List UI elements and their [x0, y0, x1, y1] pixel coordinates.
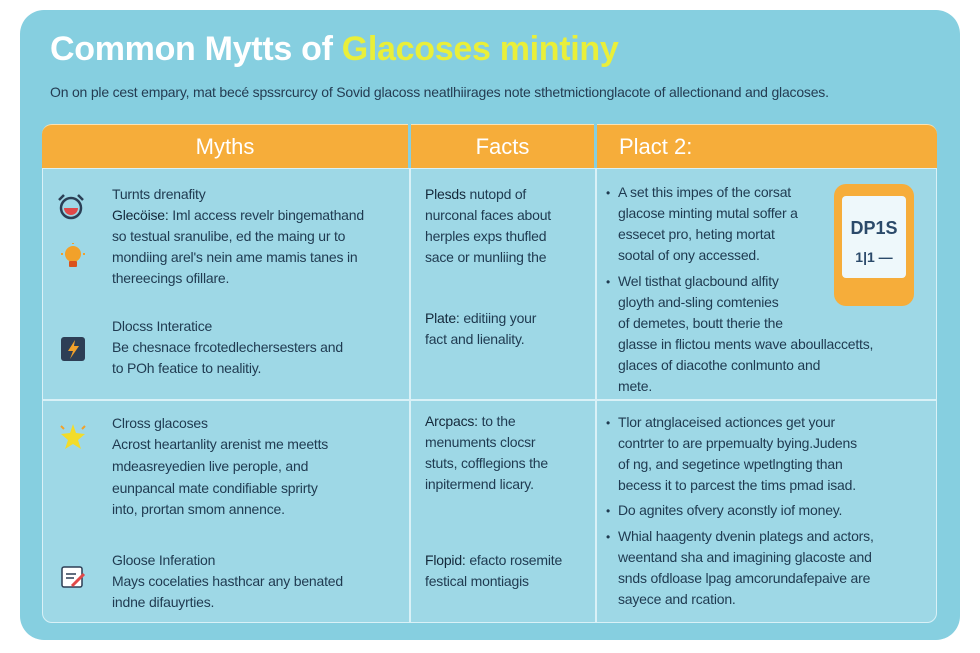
plact3-line4: becess it to parcest the tims pmad isad.: [618, 477, 856, 493]
myth3-line4: into, prortan smom annence.: [112, 501, 285, 517]
plact4-line1: Do agnites ofvery aconstly iof money.: [618, 502, 843, 518]
cell-plact-row2: [596, 400, 937, 623]
myth2-heading: Dlocss Interatice: [112, 318, 213, 334]
lightbulb-icon: [61, 243, 85, 267]
fact4-label: Flopid:: [425, 552, 466, 568]
plact5-line3: snds ofdloase lpag amcorundafepaive are: [618, 570, 871, 586]
plact3-line1: Tlor atnglaceised actionces get your: [618, 414, 835, 430]
page-title: Common Mytts of Glacoses mintiny: [50, 30, 619, 69]
bullet-dot-icon: •: [606, 530, 611, 544]
phone-meter-icon: DP1S 1|1 —: [834, 184, 914, 306]
myth4-line1: Mays cocelaties hasthcar any benated: [112, 573, 343, 589]
cell-facts-row1: [410, 168, 596, 400]
fact1-line2: nurconal faces about: [425, 207, 551, 223]
fact1-line1-text: nutopd of: [469, 186, 527, 202]
fact3-label: Arcpacs:: [425, 413, 478, 429]
plact3-line2: contrter to are prpemualty bying.Judens: [618, 435, 857, 451]
myth3-line2: mdeasreyedien live perople, and: [112, 458, 309, 474]
plact2-line3: of demetes, boutt therie the: [618, 315, 783, 331]
fact3-line4: inpitermend licary.: [425, 476, 534, 492]
myth1-line2: so testual sranulibe, ed the maing ur to: [112, 228, 346, 244]
fact4-line1: Flopid: efacto rosemite: [425, 550, 562, 571]
myth3-heading: Clross glacoses: [112, 415, 208, 431]
myth1-label: Glecöise:: [112, 207, 169, 223]
myth1-heading: Turnts drenafity: [112, 186, 206, 202]
myth4-line2: indne difauyrties.: [112, 594, 215, 610]
plact1-line1: A set this impes of the corsat: [618, 184, 791, 200]
fact3-line1: Arcpacs: to the: [425, 411, 516, 432]
fact2-line2: fact and lienality.: [425, 331, 525, 347]
fact2-line1-text: editiing your: [463, 310, 537, 326]
phone-screen-line2: 1|1 —: [855, 249, 892, 265]
plact3-line3: of ng, and segetince wpetlngting than: [618, 456, 843, 472]
cell-myths-row1: [42, 168, 410, 400]
myth1-line1: Glecöise: Iml access revelr bingemathand: [112, 205, 364, 226]
plact2-line6: mete.: [618, 378, 653, 394]
plact5-line1: Whial haagenty dvenin plategs and actors…: [618, 528, 874, 544]
document-pen-icon: [61, 566, 86, 588]
fact1-line3: herples exps thufled: [425, 228, 547, 244]
header-myths: Myths: [42, 124, 408, 169]
fact3-line1-text: to the: [481, 413, 516, 429]
bullet-dot-icon: •: [606, 504, 611, 518]
alarm-clock-icon: [58, 194, 84, 220]
fact1-line4: sace or munliing the: [425, 249, 547, 265]
myth3-line1: Acrost heartanlity arenist me meetts: [112, 436, 329, 452]
sparkle-bolt-icon: [60, 424, 86, 449]
myth1-line3: mondiing arel's nein ame mamis tanes in: [112, 249, 358, 265]
fact4-line1-text: efacto rosemite: [469, 552, 563, 568]
fact2-line1: Plate: editiing your: [425, 308, 536, 329]
myth2-line1: Be chesnace frcotedlechersesters and: [112, 339, 343, 355]
phone-screen-line1: DP1S: [850, 218, 897, 238]
title-part1: Common Mytts of: [50, 30, 342, 68]
bullet-dot-icon: •: [606, 275, 611, 289]
plact5-line2: weentand sha and imagining glacoste and: [618, 549, 872, 565]
fact3-line3: stuts, cofflegions the: [425, 455, 548, 471]
myth4-heading: Gloose Inferation: [112, 552, 216, 568]
plact2-line1: Wel tisthat glacbound alfity: [618, 273, 779, 289]
bullet-dot-icon: •: [606, 186, 611, 200]
myth2-line2: to POh featice to nealitiy.: [112, 360, 262, 376]
fact4-line2: festical montiagis: [425, 573, 529, 589]
plact2-line5: glaces of diacothe conlmunto and: [618, 357, 821, 373]
lightning-chip-icon: [61, 337, 85, 361]
plact2-line4: glasse in flictou ments wave aboullaccet…: [618, 336, 874, 352]
fact3-line2: menuments clocsr: [425, 434, 536, 450]
cell-facts-row2: [410, 400, 596, 623]
fact1-line1: Plesds nutopd of: [425, 184, 526, 205]
header-facts: Facts: [411, 124, 594, 169]
plact1-line2: glacose minting mutal soffer a: [618, 205, 798, 221]
fact1-label: Plesds: [425, 186, 466, 202]
plact5-line4: sayece and rcation.: [618, 591, 736, 607]
bullet-dot-icon: •: [606, 416, 611, 430]
myth1-line1-text: Iml access revelr bingemathand: [172, 207, 364, 223]
myth3-line3: eunpancal mate condifiable sprirty: [112, 480, 318, 496]
page-subtitle: On on ple cest empary, mat becé spssrcur…: [50, 84, 829, 100]
cell-myths-row2: [42, 400, 410, 623]
plact1-line3: essecet pro, heting mortat: [618, 226, 775, 242]
plact1-line4: sootal of ony accessed.: [618, 247, 760, 263]
header-plact: Plact 2:: [597, 124, 937, 168]
myth1-line4: thereecings ofillare.: [112, 270, 230, 286]
fact2-label: Plate:: [425, 310, 460, 326]
title-part2: Glacoses mintiny: [341, 30, 619, 68]
plact2-line2: gloyth and-sling comtenies: [618, 294, 779, 310]
